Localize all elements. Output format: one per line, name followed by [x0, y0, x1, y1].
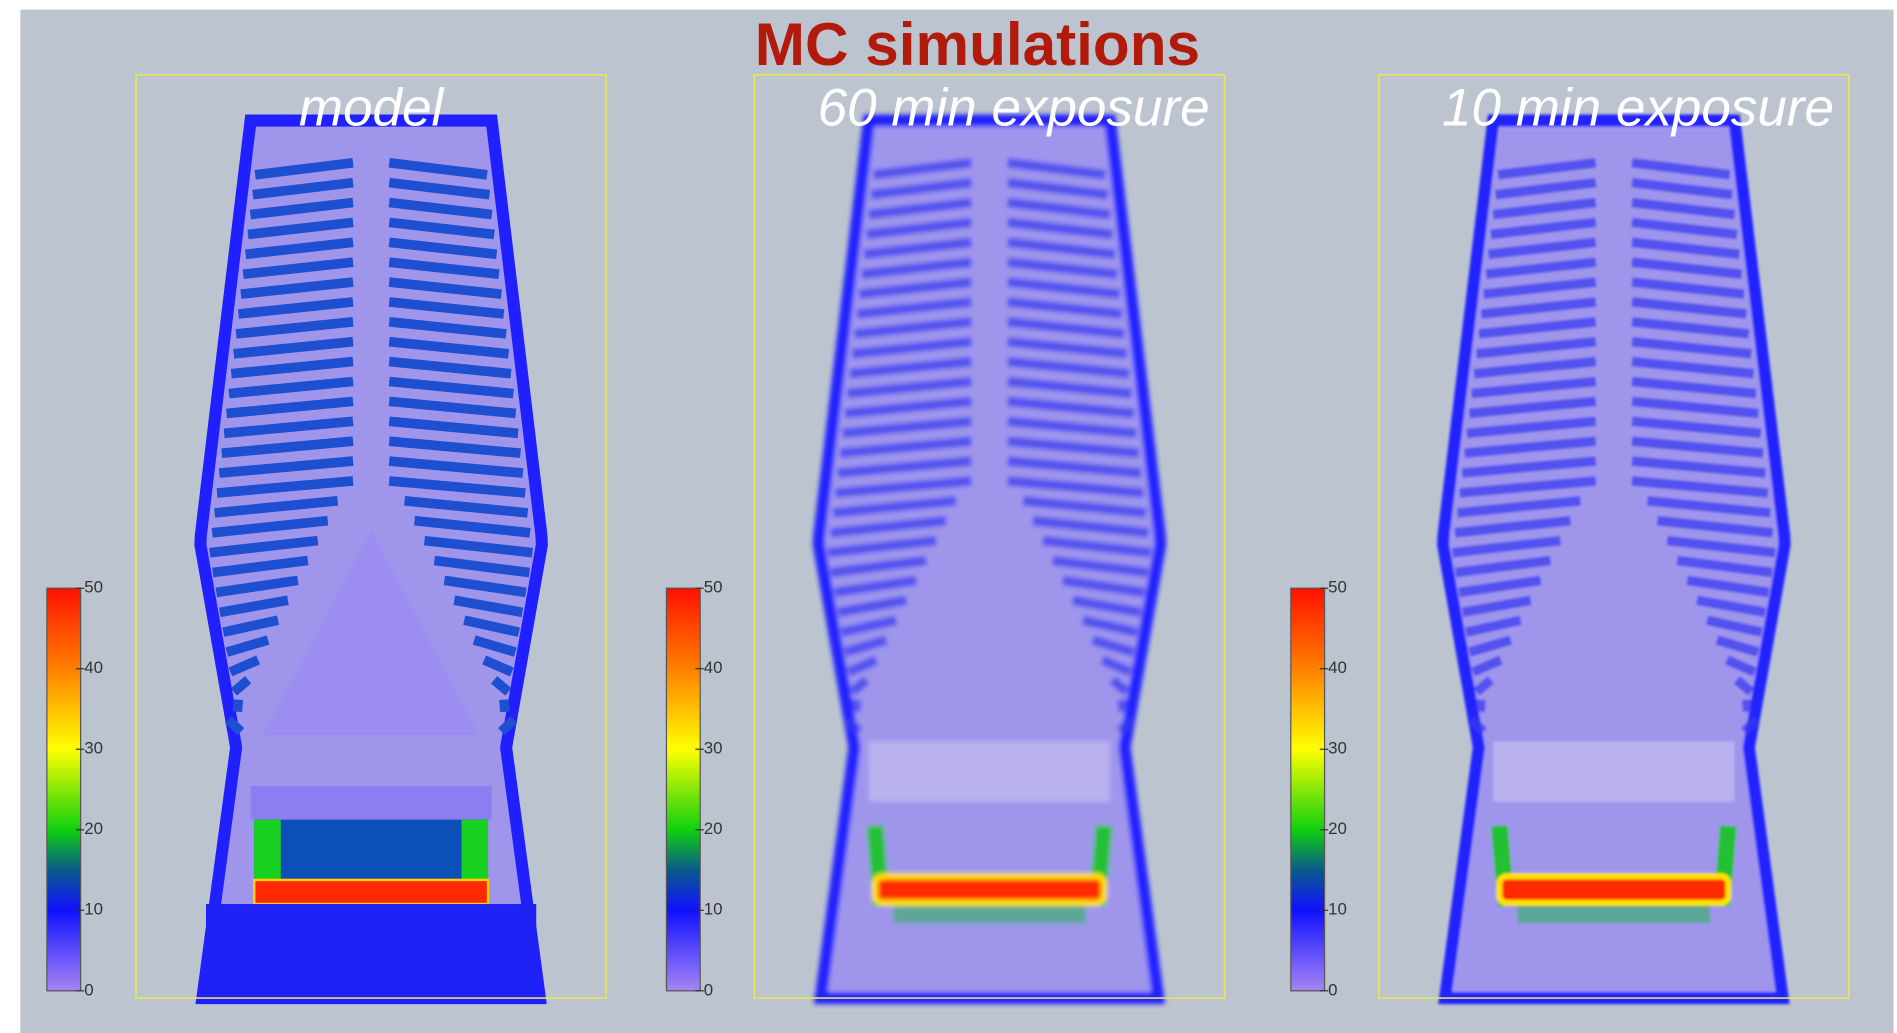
colorbar-tick-label: 20 — [704, 819, 723, 838]
simulation-image — [200, 121, 541, 999]
fin — [504, 700, 505, 712]
green-left — [254, 820, 281, 880]
colorbar-tick-label: 20 — [1328, 819, 1347, 838]
colorbar-tick-label: 0 — [704, 980, 713, 999]
fin — [856, 700, 857, 712]
page: MC simulations model 0 10 20 30 40 50 60 min ex… — [0, 0, 1897, 1033]
colorbar — [666, 588, 700, 991]
green-right — [462, 820, 489, 880]
gap — [869, 741, 1110, 801]
figure: MC simulations model 0 10 20 30 40 50 60 min ex… — [0, 0, 1897, 1033]
colorbar-tick-label: 50 — [1328, 578, 1347, 597]
hot-layer — [254, 880, 488, 904]
colorbar-tick-label: 10 — [704, 900, 723, 919]
panel-label: 10 min exposure — [1442, 78, 1834, 137]
fin — [1747, 700, 1748, 712]
colorbar-tick-label: 40 — [84, 658, 103, 677]
base — [206, 904, 536, 998]
speckle-band — [893, 906, 1086, 923]
simulation-image — [819, 121, 1160, 999]
hot-layer — [875, 876, 1104, 903]
fin — [1480, 700, 1481, 712]
simulation-image — [1443, 121, 1784, 999]
panel-label: model — [299, 78, 445, 137]
colorbar-tick-label: 10 — [84, 900, 103, 919]
colorbar-tick-label: 30 — [84, 739, 103, 758]
fin — [1122, 700, 1123, 712]
colorbar — [1291, 588, 1325, 991]
colorbar-tick-label: 0 — [84, 980, 93, 999]
fin — [237, 700, 238, 712]
plate — [251, 786, 492, 820]
gap — [1493, 741, 1734, 801]
panel-label: 60 min exposure — [818, 78, 1210, 137]
colorbar-tick-label: 40 — [704, 658, 723, 677]
block — [254, 820, 488, 880]
speckle-band — [1517, 906, 1710, 923]
colorbar-tick-label: 10 — [1328, 900, 1347, 919]
colorbar-tick-label: 20 — [84, 819, 103, 838]
colorbar-tick-label: 40 — [1328, 658, 1347, 677]
colorbar-tick-label: 30 — [1328, 739, 1347, 758]
colorbar-tick-label: 50 — [84, 578, 103, 597]
colorbar-tick-label: 0 — [1328, 980, 1337, 999]
colorbar-tick-label: 30 — [704, 739, 723, 758]
figure-title: MC simulations — [755, 10, 1200, 78]
colorbar-tick-label: 50 — [704, 578, 723, 597]
hot-layer — [1499, 876, 1728, 903]
colorbar — [47, 588, 81, 991]
